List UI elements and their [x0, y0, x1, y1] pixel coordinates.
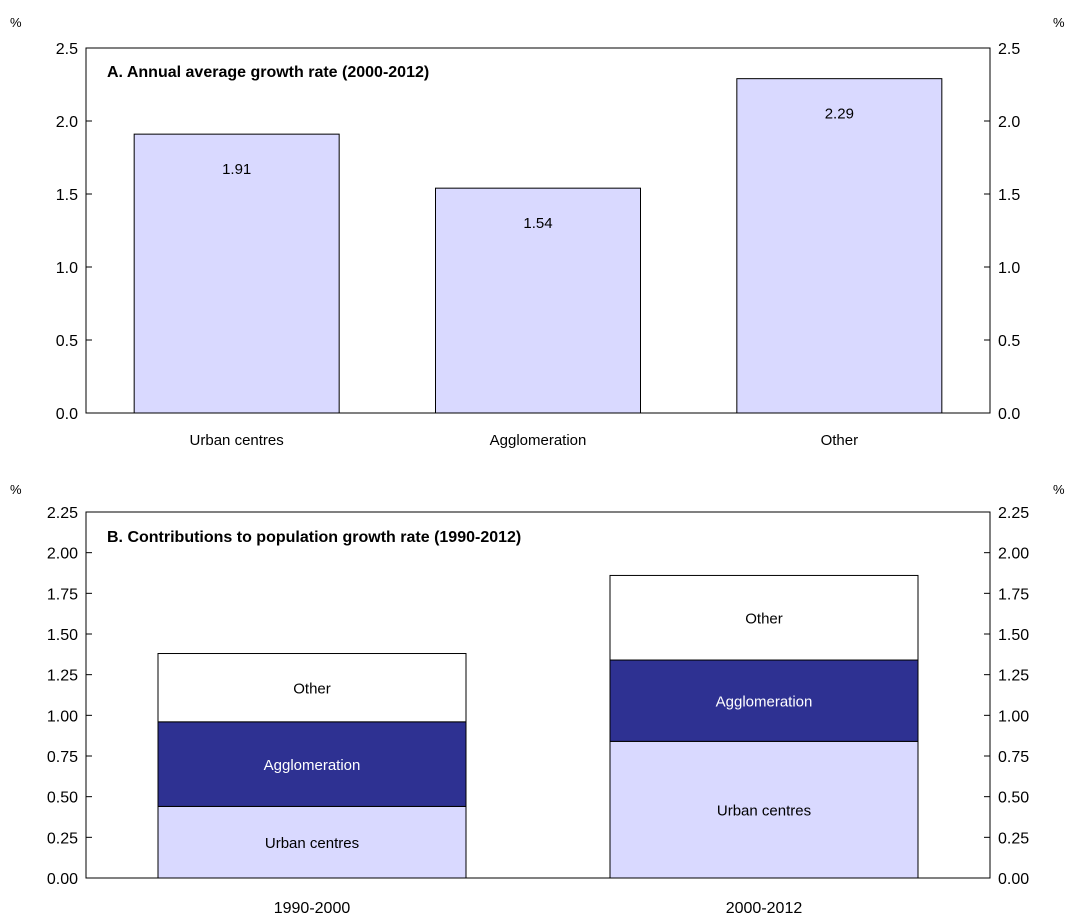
panel-b-left-tick-label: 2.00	[47, 546, 78, 563]
stacked-bar-segment	[609, 574, 919, 661]
panel-a-right-unit: %	[1053, 15, 1065, 30]
panel-b-y-ticks: 0.00 0.00 0.25 0.25 0.50 0.50 0.75 0.75 1.00 1.00…	[47, 505, 1029, 888]
panel-b-left-tick-label: 1.25	[47, 668, 78, 685]
panel-b-left-tick-label: 2.25	[47, 505, 78, 522]
panel-b-right-tick-label: 0.25	[998, 830, 1029, 847]
panel-b-left-tick-label: 0.75	[47, 749, 78, 766]
panel-a-left-tick-label: 1.0	[56, 260, 78, 277]
panel-b-left-tick-label: 1.75	[47, 586, 78, 603]
bar-data-label: 1.54	[523, 215, 552, 232]
x-category-label: 2000-2012	[726, 900, 803, 917]
panel-b-right-tick-label: 1.25	[998, 668, 1029, 685]
stacked-bar-segment	[609, 659, 919, 742]
panel-a-left-unit: %	[10, 15, 22, 30]
segment-label: Other	[745, 611, 783, 628]
panel-b-x-labels: 1990-2000 2000-2012	[274, 900, 803, 917]
segment-label: Urban centres	[265, 835, 359, 852]
bar	[435, 187, 641, 414]
panel-b-left-tick-label: 1.00	[47, 708, 78, 725]
panel-b: % % Urban centresAgglomerationOtherUrban…	[10, 482, 1065, 917]
panel-a-right-tick-label: 2.5	[998, 41, 1020, 58]
panel-b-right-unit: %	[1053, 482, 1065, 497]
panel-b-left-tick-label: 1.50	[47, 627, 78, 644]
panel-b-bars: Urban centres Agglomeration Other Urban cen…	[157, 574, 919, 879]
panel-b-plot-area	[85, 511, 991, 879]
x-category-label: Agglomeration	[490, 432, 587, 449]
bar-data-label: 2.29	[825, 106, 854, 123]
panel-b-right-tick-label: 2.25	[998, 505, 1029, 522]
panel-b-right-tick-label: 1.75	[998, 586, 1029, 603]
panel-b-right-tick-label: 1.50	[998, 627, 1029, 644]
panel-b-left-tick-label: 0.00	[47, 871, 78, 888]
panel-a-x-labels: Urban centres Agglomeration Other	[190, 432, 859, 449]
segment-label: Agglomeration	[716, 694, 813, 711]
segment-label: Other	[293, 681, 331, 698]
panel-b-left-unit: %	[10, 482, 22, 497]
panel-b-right-tick-label: 0.50	[998, 790, 1029, 807]
panel-a-right-tick-label: 0.5	[998, 333, 1020, 350]
panel-b-right-tick-label: 0.00	[998, 871, 1029, 888]
bar	[133, 133, 340, 414]
panel-b-left-tick-label: 0.50	[47, 790, 78, 807]
bar	[736, 78, 943, 414]
panel-a-right-tick-label: 0.0	[998, 406, 1020, 423]
stacked-bar-segment	[157, 721, 467, 807]
panel-a-bars: 1.91 1.54 2.29	[133, 78, 943, 414]
panel-b-right-tick-label: 1.00	[998, 708, 1029, 725]
panel-a: % % 1.91 1.54 2.29 0.0 0.0 0.5 0.5 1.0 1.0 1.5 1.…	[10, 15, 1065, 449]
panel-b-left-tick-label: 0.25	[47, 830, 78, 847]
panel-b-right-tick-label: 0.75	[998, 749, 1029, 766]
x-category-label: Urban centres	[190, 432, 284, 449]
stacked-bar-segment	[157, 653, 467, 723]
panel-a-left-tick-label: 2.0	[56, 114, 78, 131]
x-category-label: Other	[821, 432, 859, 449]
segment-label: Urban centres	[717, 803, 811, 820]
panel-a-left-tick-label: 0.0	[56, 406, 78, 423]
panel-a-left-tick-label: 1.5	[56, 187, 78, 204]
bar-data-label: 1.91	[222, 161, 251, 178]
panel-a-right-tick-label: 1.5	[998, 187, 1020, 204]
x-category-label: 1990-2000	[274, 900, 351, 917]
panel-a-right-tick-label: 1.0	[998, 260, 1020, 277]
segment-label: Agglomeration	[264, 757, 361, 774]
panel-a-left-tick-label: 2.5	[56, 41, 78, 58]
panel-a-y-ticks: 0.0 0.0 0.5 0.5 1.0 1.0 1.5 1.5 2.0 2.0 2.5 2.5	[56, 41, 1021, 423]
panel-b-right-tick-label: 2.00	[998, 546, 1029, 563]
panel-a-right-tick-label: 2.0	[998, 114, 1020, 131]
panel-a-title: A. Annual average growth rate (2000-2012…	[107, 64, 429, 81]
stacked-bar-segment	[157, 805, 467, 879]
panel-b-title: B. Contributions to population growth ra…	[107, 529, 521, 546]
panel-a-left-tick-label: 0.5	[56, 333, 78, 350]
